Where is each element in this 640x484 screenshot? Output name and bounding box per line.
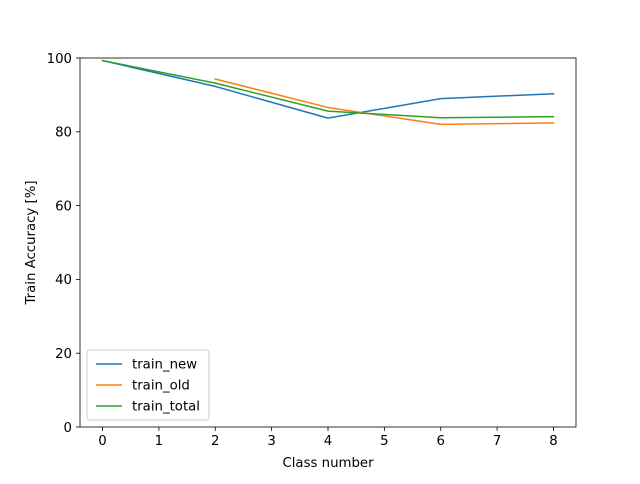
y-tick-label: 20 (55, 347, 72, 362)
x-tick-label: 6 (436, 434, 444, 449)
legend-label: train_old (132, 379, 190, 394)
y-tick-label: 0 (64, 421, 72, 436)
x-tick-label: 3 (267, 434, 275, 449)
x-tick-label: 2 (211, 434, 219, 449)
x-tick-label: 1 (155, 434, 163, 449)
y-tick-label: 100 (47, 52, 72, 67)
series-lines (101, 59, 555, 126)
x-tick-label: 4 (324, 434, 332, 449)
y-tick-label: 60 (55, 199, 72, 214)
x-axis-ticks: 0 1 2 3 4 5 6 7 8 (98, 427, 558, 449)
y-tick-label: 40 (55, 273, 72, 288)
y-axis-label: Train Accuracy [%] (24, 180, 39, 305)
x-axis-label: Class number (282, 456, 374, 471)
x-tick-label: 8 (549, 434, 557, 449)
series-line-train_old (214, 78, 555, 126)
series-line-train_new (101, 59, 555, 119)
legend: train_new train_old train_total (86, 349, 210, 421)
y-tick-label: 80 (55, 126, 72, 141)
legend-box (86, 349, 210, 421)
legend-label: train_new (132, 358, 197, 373)
legend-label: train_total (132, 400, 200, 415)
y-axis-ticks: 0 20 40 60 80 100 (47, 52, 80, 436)
x-tick-label: 5 (380, 434, 388, 449)
x-tick-label: 0 (98, 434, 106, 449)
x-tick-label: 7 (493, 434, 501, 449)
series-line-train_total (101, 59, 555, 119)
